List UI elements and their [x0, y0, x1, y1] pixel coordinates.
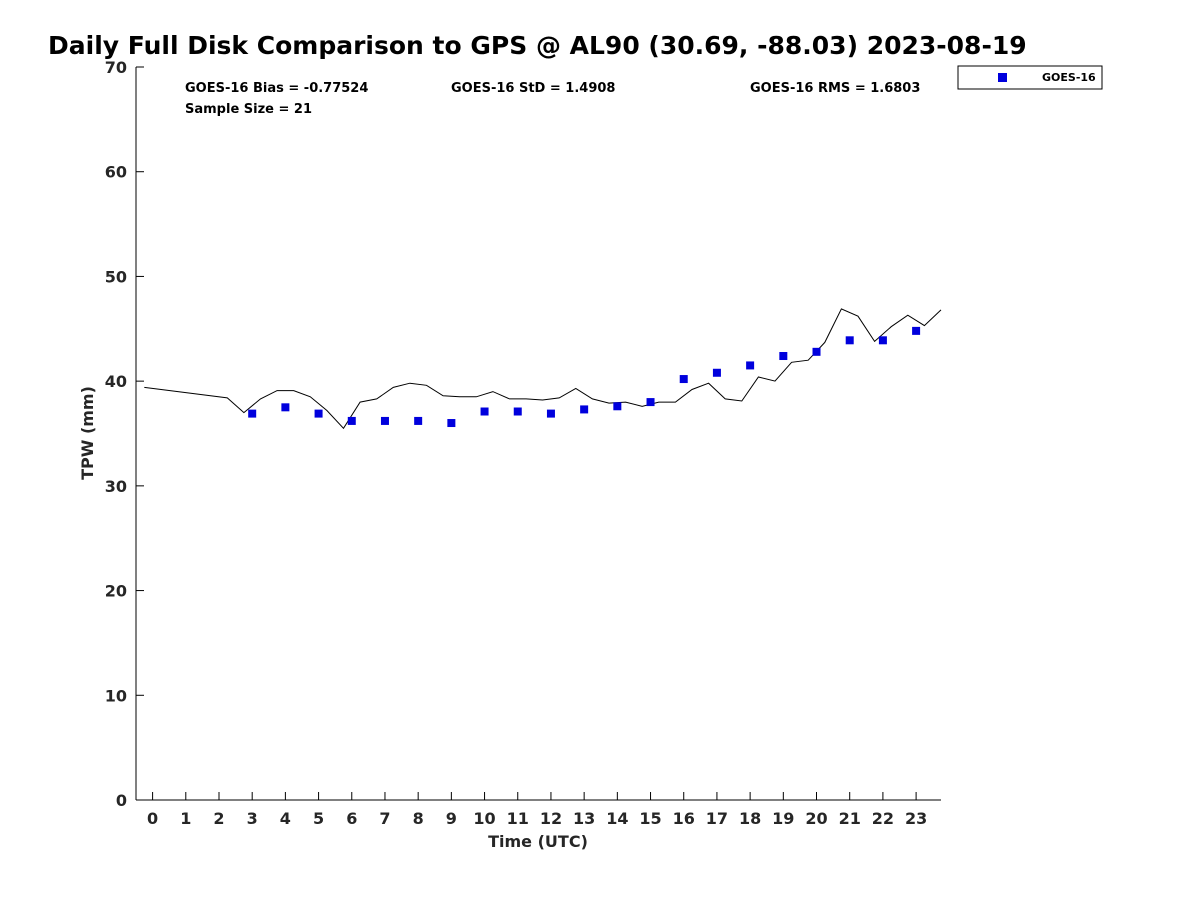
- goes16-point: [779, 352, 788, 361]
- x-tick-label: 3: [247, 809, 258, 828]
- stat-std: GOES-16 StD = 1.4908: [451, 81, 615, 96]
- goes16-point: [546, 409, 555, 418]
- y-tick-label: 30: [105, 477, 127, 496]
- x-tick-label: 19: [772, 809, 794, 828]
- stat-rms: GOES-16 RMS = 1.6803: [750, 81, 920, 96]
- y-tick-label: 40: [105, 372, 127, 391]
- legend: GOES-16: [957, 65, 1103, 90]
- goes16-point: [912, 326, 921, 335]
- goes16-point: [513, 407, 522, 416]
- y-tick-label: 50: [105, 267, 127, 286]
- x-tick-label: 12: [540, 809, 562, 828]
- series-line-gps: [144, 308, 942, 430]
- goes16-point: [281, 403, 290, 412]
- x-tick-label: 5: [313, 809, 324, 828]
- x-tick-label: 22: [872, 809, 894, 828]
- x-tick-label: 14: [606, 809, 628, 828]
- goes16-point: [480, 407, 489, 416]
- goes16-point: [679, 375, 688, 384]
- x-axis-label: Time (UTC): [488, 832, 588, 851]
- x-tick-label: 21: [839, 809, 861, 828]
- y-ticks: 0 10 20 30 40 50 60 70: [105, 58, 144, 810]
- goes16-point: [580, 405, 589, 414]
- x-tick-label: 6: [346, 809, 357, 828]
- x-tick-label: 13: [573, 809, 595, 828]
- x-tick-label: 9: [446, 809, 457, 828]
- x-tick-label: 11: [507, 809, 529, 828]
- x-tick-label: 15: [639, 809, 661, 828]
- stat-sample-size: Sample Size = 21: [185, 102, 312, 117]
- y-tick-label: 10: [105, 686, 127, 705]
- x-tick-label: 16: [673, 809, 695, 828]
- legend-marker: [998, 73, 1007, 82]
- x-tick-label: 20: [805, 809, 827, 828]
- x-tick-label: 17: [706, 809, 728, 828]
- y-tick-label: 20: [105, 582, 127, 601]
- goes16-point: [878, 336, 887, 345]
- goes16-point: [347, 416, 356, 425]
- x-ticks: 0 1 2 3 4 5 6 7 8 9 10 11 12 13 14 15 16 17 18 19 20 21 22 23: [147, 792, 927, 828]
- x-tick-label: 18: [739, 809, 761, 828]
- legend-label-goes16: GOES-16: [1042, 71, 1096, 84]
- x-tick-label: 7: [379, 809, 390, 828]
- goes16-point: [613, 402, 622, 411]
- gps-tpw-line: [144, 308, 942, 430]
- y-tick-label: 0: [116, 791, 127, 810]
- goes16-point: [248, 409, 257, 418]
- x-tick-label: 0: [147, 809, 158, 828]
- goes16-point: [447, 419, 456, 428]
- goes16-point: [314, 409, 323, 418]
- stat-bias: GOES-16 Bias = -0.77524: [185, 81, 368, 96]
- goes16-point: [812, 347, 821, 356]
- chart-title: Daily Full Disk Comparison to GPS @ AL90…: [48, 31, 1027, 60]
- goes16-point: [646, 398, 655, 407]
- x-tick-label: 2: [213, 809, 224, 828]
- goes16-point: [414, 416, 423, 425]
- goes16-point: [380, 416, 389, 425]
- x-tick-label: 23: [905, 809, 927, 828]
- x-tick-label: 10: [473, 809, 495, 828]
- y-tick-label: 60: [105, 163, 127, 182]
- x-tick-label: 8: [413, 809, 424, 828]
- goes16-point: [746, 361, 755, 370]
- goes16-point: [845, 336, 854, 345]
- legend-box: [957, 65, 1103, 90]
- series-points-goes16: [248, 326, 921, 428]
- x-tick-label: 1: [180, 809, 191, 828]
- y-axis-label: TPW (mm): [78, 386, 97, 480]
- y-tick-label: 70: [105, 58, 127, 77]
- x-tick-label: 4: [280, 809, 291, 828]
- goes16-point: [712, 368, 721, 377]
